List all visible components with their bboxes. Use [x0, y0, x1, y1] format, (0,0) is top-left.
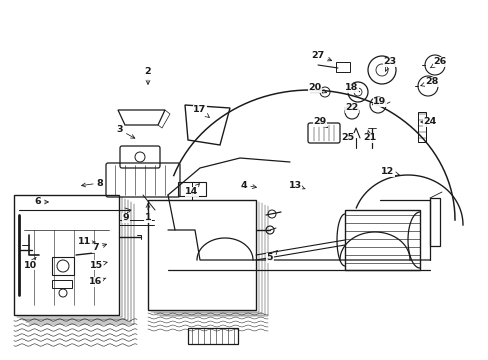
Text: 13: 13	[288, 180, 305, 189]
Text: 2: 2	[144, 68, 151, 84]
Text: 28: 28	[420, 77, 438, 86]
Text: 23: 23	[383, 58, 396, 71]
Text: 17: 17	[193, 105, 209, 117]
Text: 29: 29	[313, 117, 326, 127]
Bar	[335, 62, 349, 72]
Text: 18: 18	[345, 84, 359, 93]
Text: 15: 15	[89, 261, 107, 270]
Text: 8: 8	[81, 179, 103, 188]
Text: 10: 10	[23, 257, 37, 270]
Text: 22: 22	[345, 104, 358, 112]
Bar	[52, 280, 72, 288]
Text: 20: 20	[308, 84, 326, 93]
Bar	[417, 112, 425, 142]
Text: 3: 3	[117, 126, 135, 138]
Text: 21: 21	[363, 130, 376, 143]
Bar	[345, 210, 419, 270]
Bar	[429, 198, 439, 246]
Text: 7: 7	[93, 243, 106, 252]
Text: 11: 11	[78, 238, 95, 247]
Text: 4: 4	[240, 180, 256, 189]
Text: 26: 26	[429, 58, 446, 68]
Text: 19: 19	[372, 98, 386, 107]
Text: 9: 9	[122, 212, 129, 222]
Bar	[52, 257, 74, 275]
Text: 1: 1	[144, 204, 151, 222]
Text: 27: 27	[311, 50, 331, 61]
Bar	[14, 195, 119, 315]
Text: 12: 12	[381, 167, 398, 176]
Text: 5: 5	[266, 251, 277, 262]
Text: 6: 6	[35, 198, 48, 207]
Bar	[187, 328, 238, 344]
Text: 16: 16	[89, 278, 106, 287]
Text: 24: 24	[420, 117, 436, 126]
Bar	[178, 182, 205, 196]
Text: 14: 14	[185, 184, 199, 197]
Bar	[148, 200, 256, 310]
Text: 25: 25	[341, 134, 354, 143]
